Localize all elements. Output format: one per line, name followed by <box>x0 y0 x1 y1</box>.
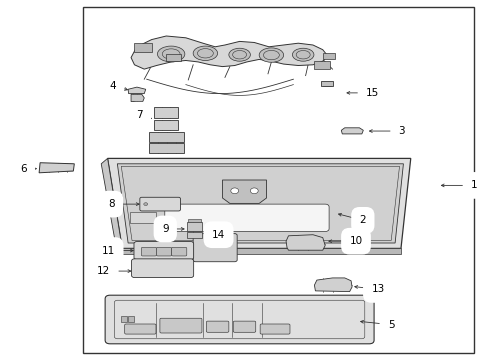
FancyBboxPatch shape <box>105 295 373 344</box>
Text: 2: 2 <box>359 215 366 225</box>
Text: 1: 1 <box>470 180 477 190</box>
Text: 5: 5 <box>387 320 394 330</box>
Text: 7: 7 <box>136 110 142 120</box>
Text: 8: 8 <box>108 199 115 209</box>
FancyBboxPatch shape <box>131 259 193 278</box>
Polygon shape <box>39 163 74 173</box>
Bar <box>154 120 177 130</box>
FancyBboxPatch shape <box>206 321 228 332</box>
Polygon shape <box>314 278 351 292</box>
Polygon shape <box>320 81 332 86</box>
Text: 13: 13 <box>370 284 384 294</box>
Ellipse shape <box>259 48 283 62</box>
FancyBboxPatch shape <box>160 318 202 333</box>
Bar <box>134 43 151 52</box>
Bar <box>121 316 127 322</box>
Polygon shape <box>107 158 410 248</box>
Bar <box>322 53 334 59</box>
Polygon shape <box>128 87 145 94</box>
Bar <box>313 61 329 69</box>
Polygon shape <box>117 248 400 254</box>
Circle shape <box>230 188 238 194</box>
FancyBboxPatch shape <box>156 247 171 256</box>
Ellipse shape <box>292 48 313 61</box>
Text: 3: 3 <box>398 126 405 136</box>
FancyBboxPatch shape <box>171 247 186 256</box>
Bar <box>149 132 184 142</box>
Bar <box>128 316 134 322</box>
Text: 4: 4 <box>109 81 116 91</box>
Text: 15: 15 <box>365 88 379 98</box>
FancyBboxPatch shape <box>140 197 180 211</box>
Polygon shape <box>222 180 266 203</box>
Polygon shape <box>117 164 403 243</box>
Bar <box>149 143 184 153</box>
Text: 14: 14 <box>211 230 225 240</box>
Polygon shape <box>341 128 363 134</box>
Text: 12: 12 <box>97 266 110 276</box>
FancyBboxPatch shape <box>233 321 255 332</box>
Text: 6: 6 <box>20 164 27 174</box>
Circle shape <box>143 203 147 206</box>
Circle shape <box>250 188 258 194</box>
Bar <box>187 232 202 238</box>
Ellipse shape <box>228 48 250 61</box>
Bar <box>154 107 177 118</box>
Polygon shape <box>285 235 325 250</box>
FancyBboxPatch shape <box>141 247 156 256</box>
FancyBboxPatch shape <box>193 234 237 262</box>
Text: 11: 11 <box>102 246 115 256</box>
Polygon shape <box>131 36 327 69</box>
Bar <box>188 219 201 222</box>
Bar <box>166 54 181 61</box>
FancyBboxPatch shape <box>134 242 193 260</box>
FancyBboxPatch shape <box>124 324 156 334</box>
Bar <box>83 7 473 353</box>
Bar <box>187 222 202 231</box>
FancyBboxPatch shape <box>164 204 328 231</box>
Bar <box>129 212 156 223</box>
Polygon shape <box>101 158 122 254</box>
Text: 10: 10 <box>349 236 362 246</box>
Ellipse shape <box>157 46 184 62</box>
Ellipse shape <box>193 46 217 60</box>
Polygon shape <box>131 94 144 102</box>
FancyBboxPatch shape <box>260 324 289 334</box>
Text: 9: 9 <box>162 224 168 234</box>
